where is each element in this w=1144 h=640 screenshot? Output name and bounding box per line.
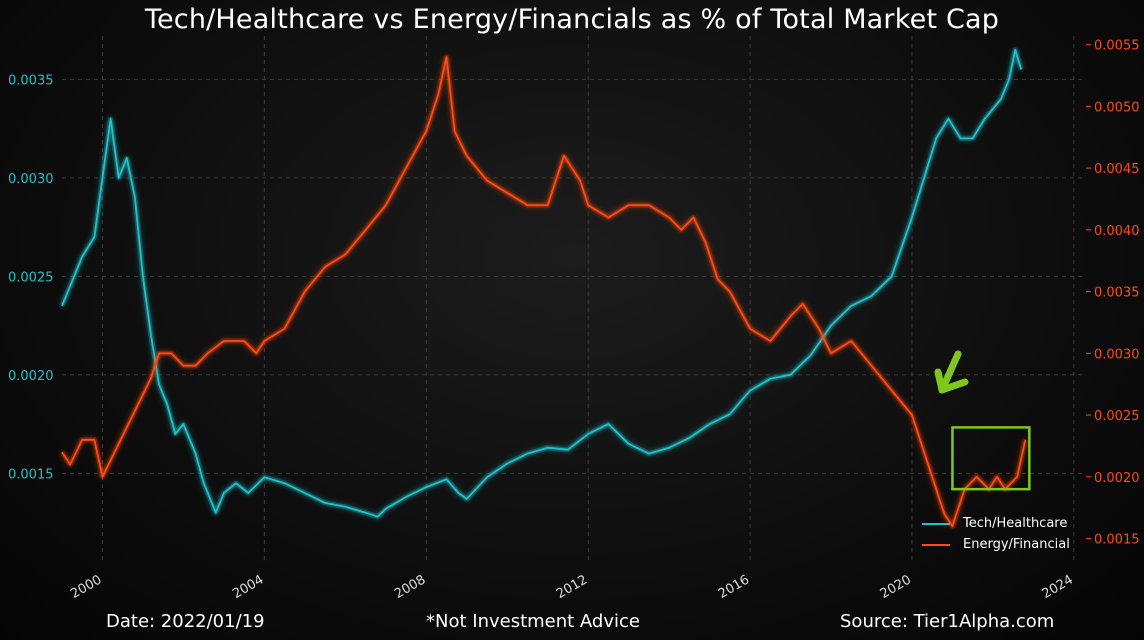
chart-legend: Tech/Healthcare Energy/Financial <box>922 513 1070 555</box>
legend-item-tech: Tech/Healthcare <box>922 513 1070 534</box>
highlight-arrow-icon <box>934 350 969 394</box>
series-glow-1 <box>59 54 1028 529</box>
footer-source: Source: Tier1Alpha.com <box>840 611 1055 632</box>
y-left-tick-label-0.0035: 0.0035 <box>8 73 54 88</box>
y-right-tick-label-0.0055: 0.0055 <box>1094 39 1140 54</box>
series-line-energy-financial <box>61 56 1027 528</box>
x-tick-label-2016: 2016 <box>716 572 752 602</box>
x-tick-label-2008: 2008 <box>392 572 428 602</box>
y-left-tick-label-0.0020: 0.0020 <box>8 369 54 384</box>
arrow-shaft <box>938 350 962 394</box>
legend-label-tech: Tech/Healthcare <box>963 516 1068 531</box>
y-right-tick-label-0.0025: 0.0025 <box>1094 409 1140 424</box>
y-left-tick-label-0.0030: 0.0030 <box>8 172 54 187</box>
series-glow-0 <box>59 47 1024 520</box>
y-right-tick-label-0.0045: 0.0045 <box>1094 162 1140 177</box>
arrow-head-right <box>938 378 969 394</box>
x-tick-label-2004: 2004 <box>230 572 266 602</box>
series-line-tech-healthcare <box>61 48 1023 518</box>
y-right-tick-label-0.0035: 0.0035 <box>1094 286 1140 301</box>
footer-date: Date: 2022/01/19 <box>106 611 265 632</box>
legend-item-energy: Energy/Financial <box>922 534 1070 555</box>
legend-label-energy: Energy/Financial <box>963 537 1070 552</box>
y-right-tick-label-0.0020: 0.0020 <box>1094 471 1140 486</box>
chart-title: Tech/Healthcare vs Energy/Financials as … <box>144 4 1000 35</box>
y-right-tick-label-0.0050: 0.0050 <box>1094 100 1140 115</box>
y-left-tick-label-0.0015: 0.0015 <box>8 467 54 482</box>
x-tick-label-2020: 2020 <box>878 572 914 602</box>
legend-swatch-tech <box>922 522 950 525</box>
x-tick-label-2000: 2000 <box>68 572 104 602</box>
footer-note: *Not Investment Advice <box>426 611 640 632</box>
y-left-tick-label-0.0025: 0.0025 <box>8 270 54 285</box>
y-right-tick-label-0.0015: 0.0015 <box>1094 533 1140 548</box>
legend-swatch-energy <box>922 543 950 546</box>
x-tick-label-2024: 2024 <box>1040 572 1076 602</box>
y-right-tick-label-0.0040: 0.0040 <box>1094 224 1140 239</box>
y-right-tick-label-0.0030: 0.0030 <box>1094 347 1140 362</box>
x-tick-label-2012: 2012 <box>554 572 590 602</box>
highlight-box <box>951 426 1031 491</box>
